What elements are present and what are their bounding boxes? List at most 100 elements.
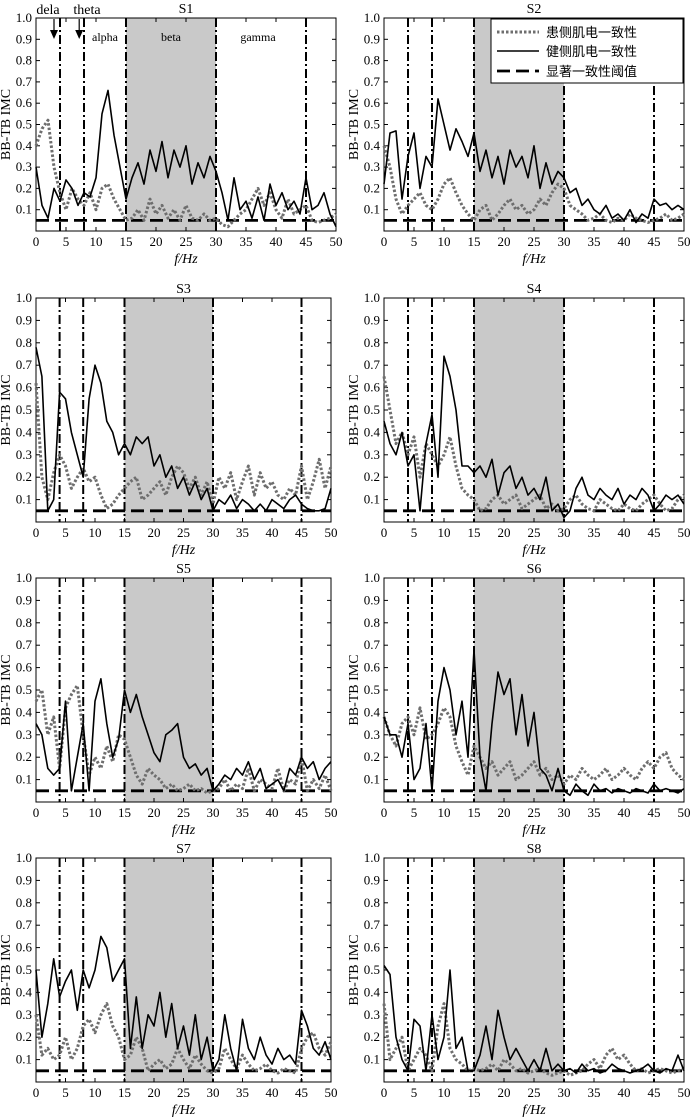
panel-s5: 0.1 0.2 0.3 0.4 0.5 0.6 0.7 0.8 0.9 1.0 0 5 10 15 20 25… bbox=[0, 562, 338, 838]
x-tick-label: 50 bbox=[678, 1085, 691, 1100]
x-tick-label: 40 bbox=[266, 805, 279, 820]
y-axis-label: BB-TB IMC bbox=[0, 934, 14, 1005]
x-tick-label: 30 bbox=[558, 1085, 571, 1100]
x-tick-label: 25 bbox=[177, 525, 190, 540]
x-tick-label: 30 bbox=[207, 525, 220, 540]
x-tick-label: 35 bbox=[236, 805, 249, 820]
x-tick-label: 15 bbox=[118, 525, 131, 540]
x-tick-label: 20 bbox=[148, 1085, 161, 1100]
x-tick-label: 40 bbox=[618, 234, 631, 249]
y-tick-label: 1.0 bbox=[16, 10, 32, 25]
x-tick-label: 40 bbox=[618, 805, 631, 820]
x-tick-label: 30 bbox=[558, 234, 571, 249]
x-tick-label: 40 bbox=[270, 234, 283, 249]
x-tick-label: 35 bbox=[588, 1085, 601, 1100]
y-tick-label: 0.1 bbox=[364, 1052, 380, 1067]
x-tick-label: 15 bbox=[118, 805, 131, 820]
y-tick-label: 0.3 bbox=[16, 727, 32, 742]
y-tick-label: 0.7 bbox=[16, 917, 33, 932]
y-tick-label: 1.0 bbox=[364, 10, 380, 25]
x-tick-label: 0 bbox=[33, 805, 40, 820]
beta-band-shade bbox=[124, 858, 213, 1082]
x-tick-label: 5 bbox=[411, 234, 418, 249]
y-tick-label: 0.8 bbox=[364, 335, 380, 350]
x-tick-label: 45 bbox=[648, 1085, 661, 1100]
y-tick-label: 0.4 bbox=[16, 424, 33, 439]
x-tick-label: 20 bbox=[498, 805, 511, 820]
x-tick-label: 50 bbox=[678, 805, 691, 820]
x-tick-label: 10 bbox=[89, 525, 102, 540]
y-tick-label: 0.2 bbox=[16, 1029, 32, 1044]
band-label-beta: beta bbox=[161, 30, 182, 44]
y-tick-label: 0.3 bbox=[16, 447, 32, 462]
x-tick-label: 20 bbox=[148, 805, 161, 820]
x-tick-label: 15 bbox=[468, 805, 481, 820]
x-tick-label: 10 bbox=[438, 525, 451, 540]
affected-series-line bbox=[382, 1002, 685, 1077]
x-axis-label: f/Hz bbox=[522, 1103, 546, 1118]
x-tick-label: 15 bbox=[118, 1085, 131, 1100]
y-tick-label: 0.6 bbox=[364, 940, 381, 955]
y-tick-label: 1.0 bbox=[364, 570, 380, 585]
x-tick-label: 35 bbox=[236, 525, 249, 540]
x-tick-label: 40 bbox=[266, 525, 279, 540]
x-tick-label: 5 bbox=[63, 234, 70, 249]
y-axis-label: BB-TB IMC bbox=[347, 374, 362, 445]
x-tick-label: 15 bbox=[120, 234, 133, 249]
y-tick-label: 0.3 bbox=[364, 727, 380, 742]
healthy-series-line bbox=[35, 677, 332, 792]
panel-title: S5 bbox=[176, 562, 191, 577]
affected-series-line bbox=[34, 383, 333, 511]
x-tick-label: 10 bbox=[89, 1085, 102, 1100]
y-tick-label: 0.9 bbox=[364, 872, 380, 887]
x-axis-label: f/Hz bbox=[172, 1103, 196, 1118]
x-tick-label: 35 bbox=[240, 234, 253, 249]
x-tick-label: 25 bbox=[177, 1085, 190, 1100]
x-tick-label: 35 bbox=[588, 234, 601, 249]
beta-band-shade bbox=[124, 578, 213, 802]
x-tick-label: 20 bbox=[498, 1085, 511, 1100]
y-tick-label: 0.3 bbox=[364, 159, 380, 174]
x-tick-label: 20 bbox=[498, 525, 511, 540]
y-tick-label: 0.5 bbox=[364, 402, 380, 417]
x-tick-label: 10 bbox=[438, 805, 451, 820]
beta-band-shade bbox=[126, 18, 216, 231]
y-tick-label: 0.8 bbox=[364, 895, 380, 910]
healthy-series-line bbox=[35, 935, 332, 1072]
x-tick-label: 25 bbox=[180, 234, 193, 249]
x-axis-label: f/Hz bbox=[522, 543, 546, 558]
x-tick-label: 30 bbox=[207, 1085, 220, 1100]
y-tick-label: 0.3 bbox=[16, 159, 32, 174]
y-tick-label: 0.9 bbox=[16, 592, 32, 607]
y-tick-label: 0.4 bbox=[364, 424, 381, 439]
y-tick-label: 1.0 bbox=[364, 850, 380, 865]
panel-s7: 0.1 0.2 0.3 0.4 0.5 0.6 0.7 0.8 0.9 1.0 0 5 10 15 20 25… bbox=[0, 842, 338, 1118]
y-tick-label: 0.4 bbox=[364, 138, 381, 153]
y-tick-label: 0.4 bbox=[16, 704, 33, 719]
x-tick-label: 5 bbox=[62, 1085, 69, 1100]
x-tick-label: 50 bbox=[678, 525, 691, 540]
affected-series-line bbox=[382, 706, 685, 786]
y-tick-label: 0.9 bbox=[364, 312, 380, 327]
x-tick-label: 40 bbox=[618, 525, 631, 540]
x-tick-label: 45 bbox=[648, 234, 661, 249]
y-tick-label: 0.1 bbox=[364, 492, 380, 507]
y-tick-label: 0.6 bbox=[364, 660, 381, 675]
healthy-series-line bbox=[35, 89, 337, 228]
y-tick-label: 0.8 bbox=[16, 895, 32, 910]
x-axis-label: f/Hz bbox=[522, 823, 546, 838]
y-tick-label: 0.5 bbox=[16, 117, 32, 132]
y-tick-label: 0.7 bbox=[364, 917, 381, 932]
y-tick-label: 0.7 bbox=[364, 357, 381, 372]
x-tick-label: 50 bbox=[330, 234, 343, 249]
panel-s2: 0.1 0.2 0.3 0.4 0.5 0.6 0.7 0.8 0.9 1.0 0 5 10 15 20 25… bbox=[347, 2, 691, 267]
band-label-alpha: alpha bbox=[92, 30, 119, 44]
x-tick-label: 5 bbox=[62, 805, 69, 820]
x-tick-label: 45 bbox=[648, 525, 661, 540]
y-tick-label: 1.0 bbox=[16, 570, 32, 585]
band-label-theta: theta bbox=[73, 3, 101, 18]
y-tick-label: 0.1 bbox=[364, 202, 380, 217]
x-tick-label: 45 bbox=[295, 805, 308, 820]
band-label-dela: dela bbox=[36, 3, 60, 18]
